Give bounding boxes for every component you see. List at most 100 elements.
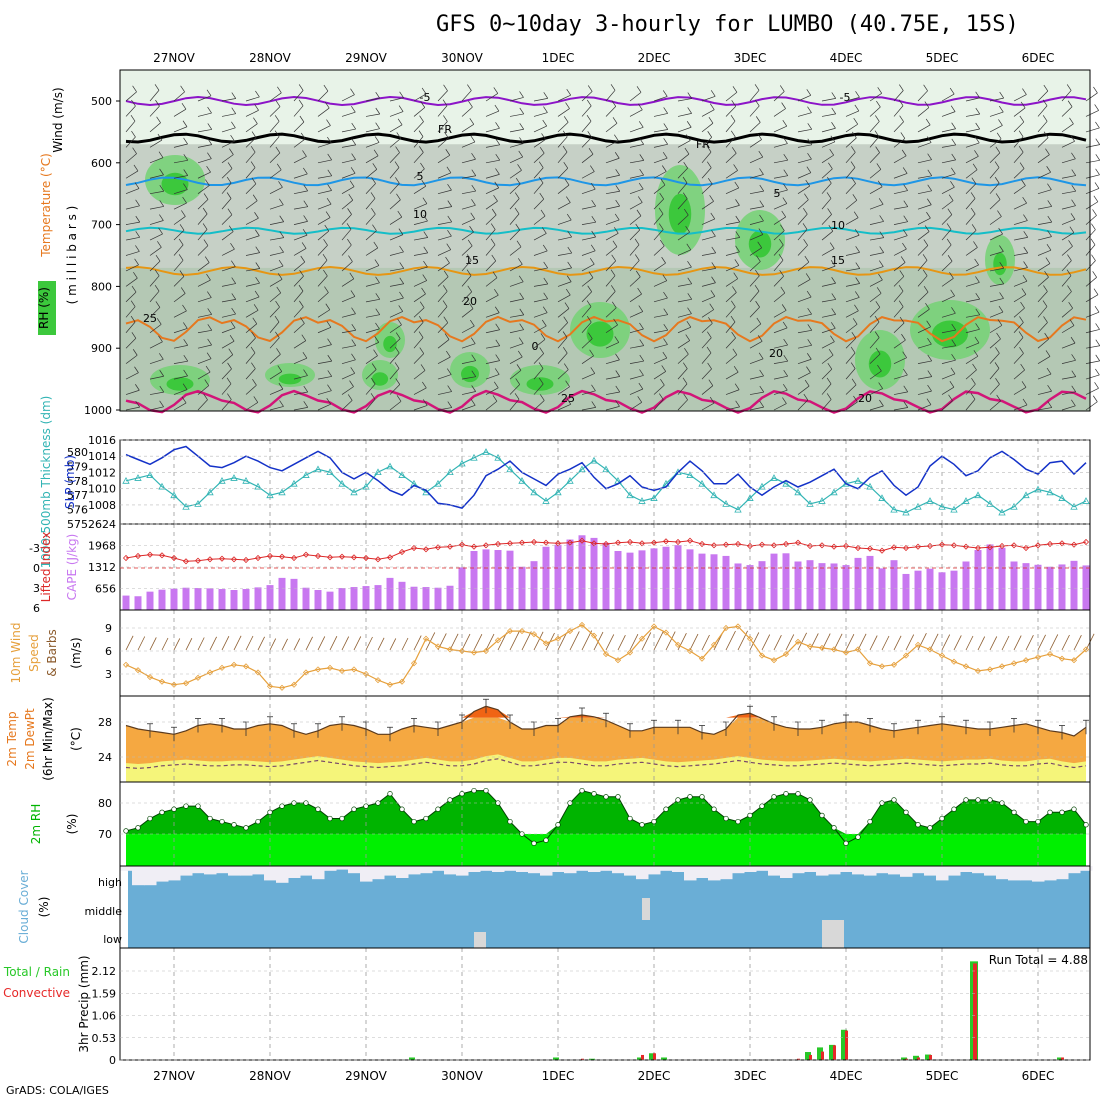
wind-barb [341, 244, 352, 256]
wind-barb-flag [951, 339, 957, 346]
wind-barb [269, 371, 282, 380]
wind-barb-flag [1047, 215, 1053, 223]
wind-barb-flag [418, 316, 424, 323]
wind-barb [221, 127, 236, 133]
wind-barb-flag [1068, 302, 1073, 309]
cloud-high-clear [648, 866, 661, 875]
wind-barb-flag [710, 290, 716, 297]
wind10-point [242, 663, 250, 670]
thickness-point [230, 474, 238, 481]
rh2m-point [615, 794, 621, 800]
wind-barb [557, 122, 569, 133]
thickness-point [1022, 491, 1030, 499]
rh2m-unit: (%) [65, 814, 79, 835]
wind-barb-flag [830, 322, 836, 329]
wind-barb [1061, 232, 1075, 241]
wind-barb-flag [346, 223, 352, 230]
wind-barb [149, 260, 161, 272]
wind10-point [662, 629, 670, 636]
wind-barb-flag [495, 323, 500, 330]
wind-barb [557, 267, 572, 272]
wind-barb [701, 252, 716, 256]
wind10-point [1022, 657, 1030, 664]
thickness-point [362, 482, 370, 490]
wind-barb-flag [615, 185, 621, 192]
lifted-index-point [794, 539, 802, 546]
wind-barb [773, 125, 787, 133]
wind-barb [413, 307, 425, 318]
isotherm-line [125, 176, 1087, 187]
wind-barb-flag [663, 138, 668, 145]
cape-bar [1070, 560, 1078, 610]
wind-barb-flag [495, 153, 501, 161]
wind-barb-flag [538, 161, 544, 168]
wind-barb-flag [494, 289, 499, 296]
wind-barb [1061, 342, 1076, 349]
wind10-point [254, 669, 262, 676]
wind-barb [293, 90, 304, 102]
cape-bar [578, 535, 586, 610]
wind-barb-flag [613, 227, 619, 234]
wind-barb [1013, 294, 1027, 303]
wind10-barb [929, 633, 939, 651]
wind-barb [317, 125, 331, 133]
wind-barb-flag [610, 269, 616, 276]
wind-barb [677, 353, 689, 364]
cape-bar [290, 578, 298, 610]
wind-barb [557, 136, 568, 148]
wind-barb-flag [1095, 138, 1100, 145]
wind-barb-flag [229, 334, 235, 342]
precip-conv-bar [581, 1058, 584, 1060]
cloud-high-clear [516, 866, 529, 872]
wind-barb [917, 291, 929, 303]
wind-barb-flag [853, 118, 859, 125]
wind10-point [818, 644, 826, 651]
lifted-index-point [926, 542, 934, 550]
wind-barb [701, 201, 714, 210]
wind-barb [749, 90, 760, 102]
wind-barb [533, 312, 548, 318]
cape-bar [974, 550, 982, 610]
wind-barb-flag [1095, 323, 1100, 330]
cape-label: CAPE (J/kg) [65, 534, 79, 601]
wind-barb-flag [203, 239, 209, 246]
wind-barb-flag [711, 246, 717, 254]
rh2m-point [267, 809, 273, 815]
wind-barb-flag [874, 130, 880, 137]
wind-barb-flag [855, 246, 860, 253]
wind-barb [965, 198, 976, 210]
wind-barb-flag [543, 106, 548, 113]
wind10-point [842, 649, 850, 656]
wind-barb-flag [183, 339, 188, 346]
wind-barb-flag [1067, 100, 1073, 107]
wind-barb-flag [471, 370, 477, 377]
wind-barb-flag [783, 355, 789, 362]
wind-barb-flag [1047, 401, 1053, 408]
wind-barb [965, 298, 980, 303]
wind-barb-flag [203, 193, 209, 200]
wind-barb-flag [614, 152, 620, 159]
precip-conv-bar [917, 1057, 920, 1060]
wind-barb-flag [662, 351, 668, 359]
lifted-index-point [542, 539, 550, 546]
cloud-high-clear [372, 866, 385, 880]
wind-barb-flag [1045, 350, 1051, 357]
wind-barb-flag [899, 115, 904, 122]
wind-barb-flag [926, 198, 932, 205]
wind-barb-flag [324, 286, 329, 293]
wind-barb-flag [274, 315, 280, 323]
wind-barb-flag [615, 385, 621, 393]
wind-barb-flag [877, 180, 883, 187]
wind-barb-flag [659, 393, 664, 400]
rh2m-point [555, 822, 561, 828]
wind-barb [533, 400, 545, 411]
wind-barb [605, 205, 620, 210]
wind-barb-flag [902, 167, 908, 174]
wind-barb [941, 329, 956, 334]
wind-barb-flag [831, 277, 836, 284]
wind-barb [605, 376, 620, 380]
thickness-point [338, 479, 346, 487]
wind-barb [797, 313, 812, 318]
cloud-low-clear [822, 920, 844, 948]
